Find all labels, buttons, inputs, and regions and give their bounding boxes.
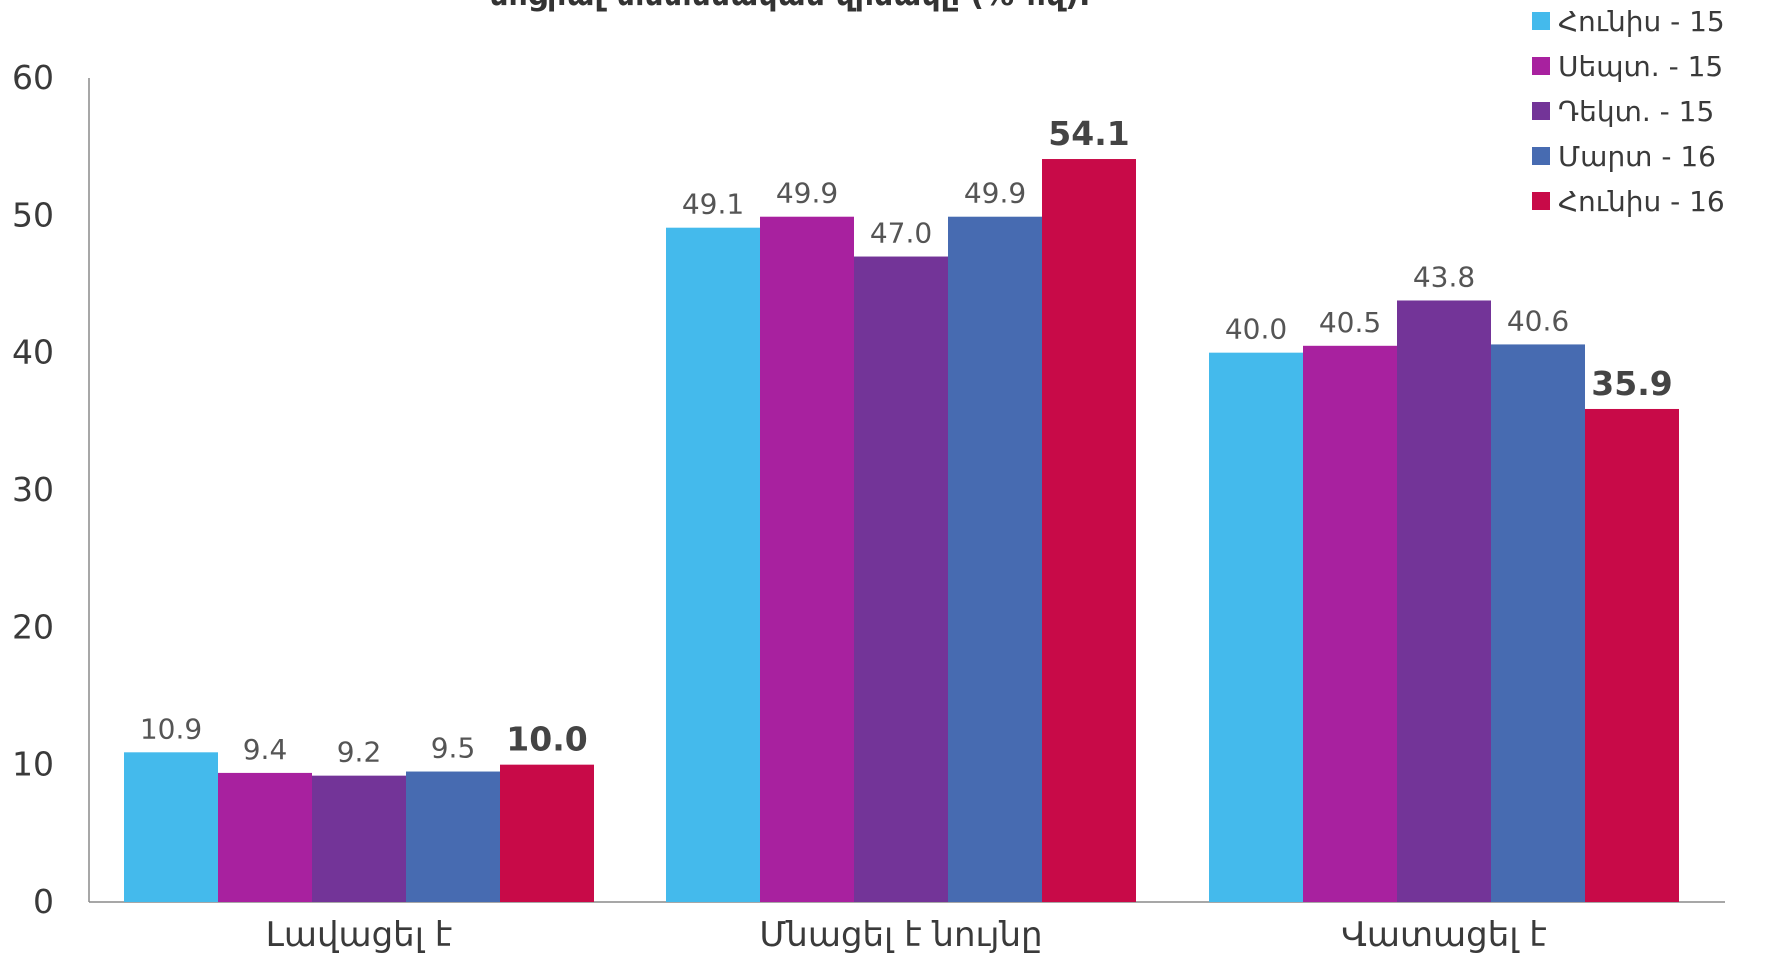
legend-swatch (1532, 147, 1550, 165)
data-label: 10.9 (140, 712, 202, 745)
bar (124, 752, 218, 902)
y-tick-label: 40 (12, 333, 54, 372)
data-label: 49.9 (776, 177, 838, 210)
legend-swatch (1532, 102, 1550, 120)
data-label: 9.2 (337, 736, 382, 769)
legend-label: Հունիս - 16 (1558, 185, 1725, 218)
bar (948, 216, 1042, 902)
bar (1397, 300, 1491, 903)
data-label: 49.1 (682, 188, 744, 221)
y-tick-label: 60 (12, 58, 54, 97)
data-label: 9.5 (431, 732, 476, 765)
legend-label: Սեպտ. - 15 (1558, 50, 1723, 83)
data-label: 43.8 (1413, 260, 1475, 293)
bar (406, 771, 500, 902)
bar (854, 256, 948, 902)
bar (666, 227, 760, 902)
y-tick-label: 20 (12, 607, 54, 646)
bar (312, 775, 406, 902)
category-label: Մնացել է նույնը (759, 915, 1042, 955)
data-label: 40.6 (1507, 304, 1569, 337)
legend: Հունիս - 15 Սեպտ. - 15 Դեկտ. - 15 Մարտ - 16… (1532, 5, 1725, 218)
category-label: Լավացել է (266, 915, 453, 955)
category-label: Վատացել է (1341, 915, 1547, 955)
data-label: 9.4 (243, 733, 288, 766)
legend-label: Հունիս - 15 (1558, 5, 1725, 38)
bar (760, 216, 854, 902)
data-label: 40.0 (1225, 313, 1287, 346)
data-label: 47.0 (870, 217, 932, 250)
bar (1303, 345, 1397, 902)
bar (1585, 408, 1679, 902)
bar (218, 772, 312, 902)
y-tick-label: 0 (33, 882, 54, 921)
legend-swatch (1532, 57, 1550, 75)
bar (500, 764, 594, 902)
data-label: 49.9 (964, 177, 1026, 210)
category-labels-group: Լավացել է Մնացել է նույնը Վատացել է (266, 915, 1547, 955)
bar (1491, 344, 1585, 903)
y-tick-label: 10 (12, 745, 54, 784)
data-labels-group: 10.9 49.1 40.0 9.4 49.9 40.5 9.2 47.0 43.8 9.5 49.… (140, 114, 1673, 769)
chart-title: սոցիալ-տնտեսական վիճակը (%-ով): (0, 0, 1580, 13)
legend-label: Դեկտ. - 15 (1558, 95, 1714, 128)
data-label: 40.5 (1319, 306, 1381, 339)
data-label: 54.1 (1048, 114, 1129, 153)
legend-swatch (1532, 12, 1550, 30)
y-tick-label: 50 (12, 195, 54, 234)
bar (1209, 352, 1303, 903)
bars-group (124, 159, 1679, 903)
y-axis-ticks: 0 10 20 30 40 50 60 (12, 58, 54, 921)
legend-label: Մարտ - 16 (1558, 140, 1716, 173)
data-label: 35.9 (1591, 364, 1672, 403)
data-label: 10.0 (506, 720, 587, 759)
y-tick-label: 30 (12, 470, 54, 509)
bar (1042, 159, 1136, 902)
legend-swatch (1532, 192, 1550, 210)
